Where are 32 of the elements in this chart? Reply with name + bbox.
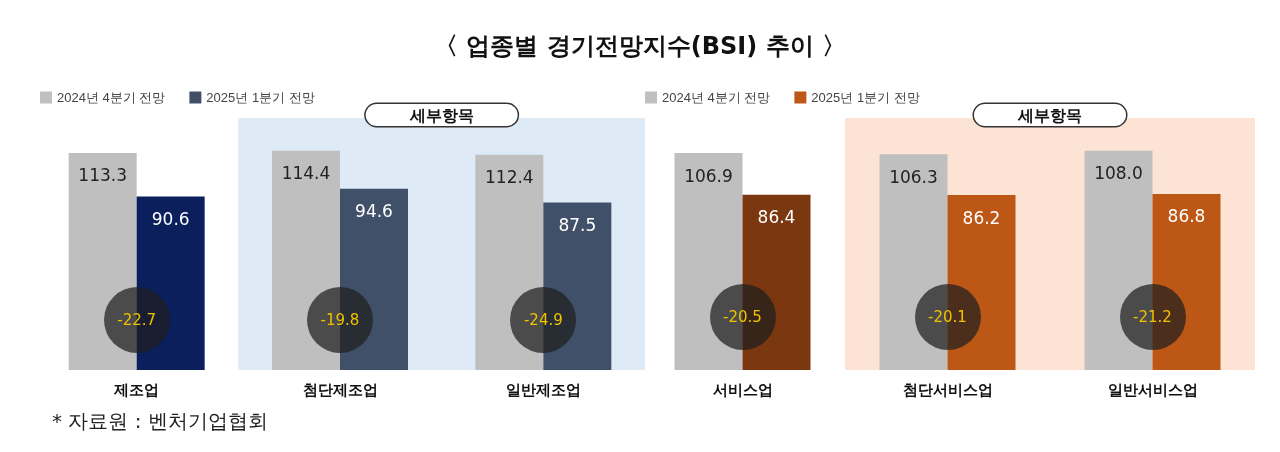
band-label: 세부항목 (1017, 106, 1082, 124)
data-label: 87.5 (558, 214, 597, 235)
chart-title: 〈 업종별 경기전망지수(BSI) 추이 〉 (433, 31, 847, 62)
x-tick-label: 서비스업 (712, 381, 773, 398)
data-label: 106.9 (684, 165, 733, 186)
annotation: -20.5 (723, 308, 762, 327)
legend-label: 2025년 1분기 전망 (206, 90, 315, 105)
annotation: -24.9 (523, 311, 563, 330)
annotation: -21.2 (1133, 308, 1172, 327)
data-label: 86.2 (962, 207, 1001, 228)
legend-label: 2024년 4분기 전망 (662, 90, 771, 105)
data-label: 86.4 (757, 207, 796, 228)
x-tick-label: 제조업 (113, 381, 160, 398)
data-label: 114.4 (281, 163, 331, 184)
legend-label: 2024년 4분기 전망 (57, 90, 166, 105)
x-tick-label: 첨단제조업 (302, 381, 378, 398)
annotation: -20.1 (928, 308, 967, 327)
x-tick-label: 일반제조업 (505, 381, 581, 398)
annotation: -22.7 (117, 311, 157, 330)
band-label: 세부항목 (408, 106, 474, 124)
x-tick-label: 일반서비스업 (1107, 381, 1198, 398)
data-label: 113.3 (78, 165, 127, 186)
data-label: 108.0 (1094, 163, 1143, 184)
data-label: 86.8 (1167, 206, 1206, 227)
data-label: 94.6 (355, 201, 393, 222)
data-label: 112.4 (485, 167, 534, 188)
text: * 자료원 : 벤처기업협회 (52, 408, 268, 435)
x-tick-label: 첨단서비스업 (902, 381, 993, 398)
legend-label: 2025년 1분기 전망 (811, 90, 920, 105)
data-label: 90.6 (151, 208, 190, 229)
annotation: -19.8 (320, 311, 360, 330)
data-label: 106.3 (889, 166, 938, 187)
